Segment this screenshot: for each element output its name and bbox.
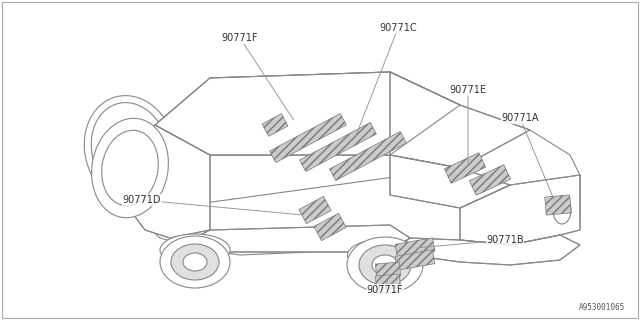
Polygon shape [390, 72, 530, 168]
Polygon shape [300, 123, 376, 172]
Polygon shape [125, 125, 210, 238]
Polygon shape [155, 72, 460, 155]
Polygon shape [376, 262, 401, 278]
Text: A953001065: A953001065 [579, 303, 625, 312]
Ellipse shape [347, 237, 423, 293]
Text: 90771E: 90771E [449, 85, 486, 95]
Polygon shape [376, 274, 401, 290]
Text: 90771B: 90771B [486, 235, 524, 245]
Text: 90771C: 90771C [379, 23, 417, 33]
Ellipse shape [553, 196, 571, 224]
Polygon shape [299, 196, 331, 224]
Ellipse shape [92, 103, 169, 197]
Polygon shape [330, 132, 406, 180]
Ellipse shape [102, 130, 158, 206]
Ellipse shape [84, 96, 176, 204]
Polygon shape [262, 114, 288, 136]
Polygon shape [125, 72, 580, 255]
Ellipse shape [359, 245, 411, 285]
Ellipse shape [183, 253, 207, 271]
Text: 90771F: 90771F [367, 285, 403, 295]
Polygon shape [395, 235, 580, 265]
Ellipse shape [160, 236, 230, 288]
Polygon shape [395, 250, 435, 270]
Ellipse shape [160, 234, 230, 266]
Text: 90771F: 90771F [221, 33, 259, 43]
Text: 90771A: 90771A [501, 113, 539, 123]
Ellipse shape [348, 239, 422, 271]
Polygon shape [395, 238, 435, 258]
Ellipse shape [372, 255, 398, 275]
Polygon shape [469, 165, 511, 195]
Polygon shape [545, 195, 572, 215]
Polygon shape [444, 153, 486, 183]
Polygon shape [460, 175, 580, 245]
Polygon shape [390, 155, 510, 208]
Ellipse shape [171, 244, 219, 280]
Text: 90771D: 90771D [123, 195, 161, 205]
Polygon shape [314, 213, 346, 241]
Ellipse shape [92, 118, 168, 218]
Polygon shape [155, 72, 460, 155]
Polygon shape [269, 114, 346, 163]
Polygon shape [175, 225, 410, 252]
